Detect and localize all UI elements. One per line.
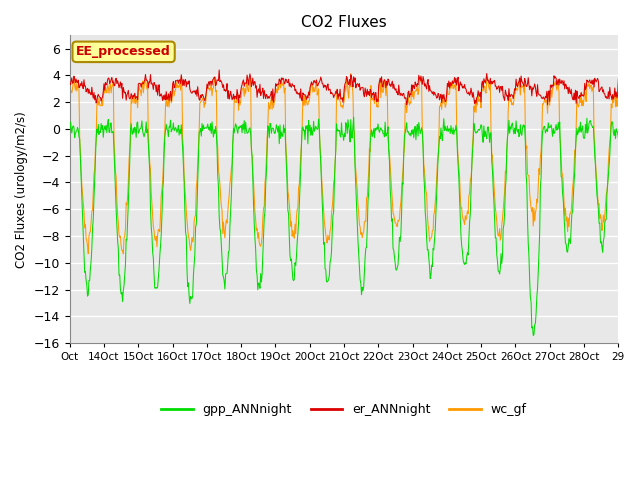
Legend: gpp_ANNnight, er_ANNnight, wc_gf: gpp_ANNnight, er_ANNnight, wc_gf (156, 398, 532, 421)
Text: EE_processed: EE_processed (76, 45, 171, 59)
Title: CO2 Fluxes: CO2 Fluxes (301, 15, 387, 30)
Y-axis label: CO2 Fluxes (urology/m2/s): CO2 Fluxes (urology/m2/s) (15, 111, 28, 267)
